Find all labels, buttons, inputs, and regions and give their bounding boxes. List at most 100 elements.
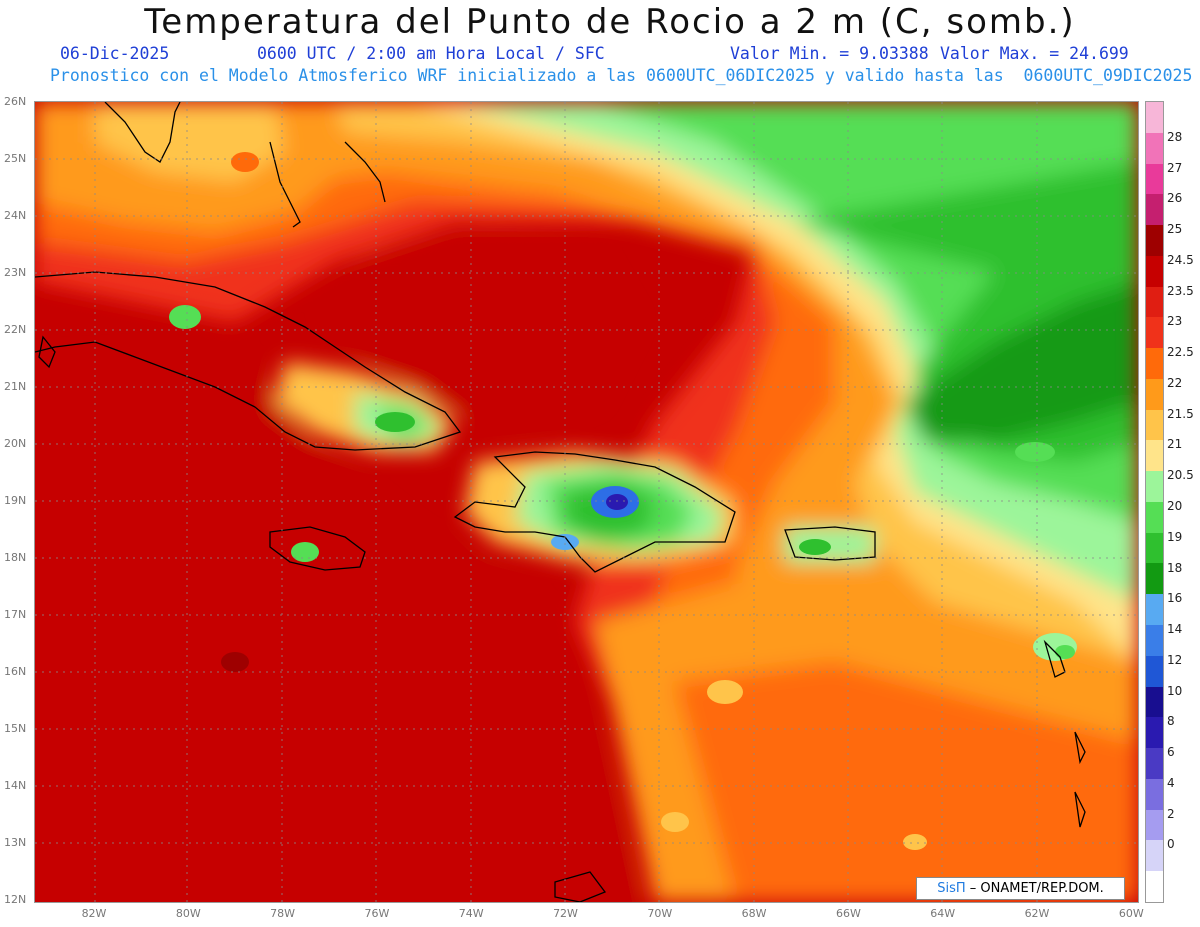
colorbar-segment	[1146, 471, 1163, 502]
colorbar-label: 21.5	[1167, 406, 1194, 421]
isla-juventud-coast	[38, 335, 56, 369]
colorbar-segment	[1146, 286, 1163, 318]
graticule	[35, 102, 1138, 902]
latitude-label: 24N	[4, 209, 27, 222]
latitude-label: 25N	[4, 152, 27, 165]
longitude-label: 68W	[741, 907, 767, 920]
colorbar-segment	[1146, 625, 1163, 656]
model-info: Pronostico con el Modelo Atmosferico WRF…	[50, 66, 1193, 85]
latitude-label: 13N	[4, 836, 27, 849]
dewpoint-field	[35, 102, 1138, 902]
colorbar-label: 16	[1167, 591, 1183, 606]
colorbar-segment	[1146, 717, 1163, 749]
longitude-label: 60W	[1118, 907, 1144, 920]
colorbar-label: 28	[1167, 129, 1183, 144]
colorbar-label: 27	[1167, 160, 1183, 175]
colorbar-segment	[1146, 655, 1163, 687]
colorbar-segment	[1146, 440, 1163, 472]
florida-coast	[104, 102, 181, 163]
colorbar-label: 23.5	[1167, 283, 1194, 298]
martinique-coast	[1074, 731, 1086, 765]
colorbar-segment	[1146, 409, 1163, 441]
credit-brand: SisΠ	[937, 881, 966, 896]
latitude-label: 18N	[4, 551, 27, 564]
colorbar-segment	[1146, 778, 1163, 810]
credit-org: – ONAMET/REP.DOM.	[969, 881, 1104, 896]
colorbar-label: 0	[1167, 837, 1175, 852]
coastlines	[35, 102, 1086, 902]
colorbar-segment	[1146, 532, 1163, 564]
colorbar-segment	[1146, 840, 1163, 872]
colorbar-label: 21	[1167, 437, 1183, 452]
cuba-coast	[35, 271, 462, 451]
field-features	[169, 152, 1077, 850]
colorbar-label: 8	[1167, 714, 1175, 729]
colorbar	[1145, 101, 1164, 903]
colorbar-label: 23	[1167, 314, 1183, 329]
colorbar-label: 4	[1167, 775, 1175, 790]
colorbar-segment	[1146, 501, 1163, 533]
colorbar-segment	[1146, 871, 1163, 902]
colorbar-label: 14	[1167, 622, 1183, 637]
longitude-label: 72W	[553, 907, 578, 920]
colorbar-label: 19	[1167, 529, 1183, 544]
colorbar-segment	[1146, 594, 1163, 626]
colorbar-segment	[1146, 194, 1163, 226]
latitude-label: 22N	[4, 323, 27, 336]
latitude-label: 23N	[4, 266, 27, 279]
colorbar-segment	[1146, 255, 1163, 287]
longitude-label: 64W	[930, 907, 956, 920]
longitude-label: 78W	[270, 907, 296, 920]
colorbar-segment	[1146, 102, 1163, 133]
longitude-label: 82W	[81, 907, 107, 920]
hispaniola-coast	[453, 451, 736, 573]
max-value: Valor Max. = 24.699	[940, 44, 1129, 63]
colorbar-label: 26	[1167, 191, 1183, 206]
longitude-label: 74W	[458, 907, 484, 920]
map-title: Temperatura del Punto de Rocio a 2 m (C,…	[144, 2, 1076, 42]
min-value: Valor Min. = 9.03388	[730, 44, 929, 63]
colorbar-label: 12	[1167, 652, 1183, 667]
colorbar-label: 25	[1167, 222, 1183, 237]
colorbar-segment	[1146, 378, 1163, 410]
latitude-label: 20N	[4, 437, 27, 450]
colorbar-segment	[1146, 563, 1163, 595]
colorbar-label: 20.5	[1167, 468, 1194, 483]
credit-box: SisΠ – ONAMET/REP.DOM.	[916, 877, 1125, 900]
latitude-label: 19N	[4, 494, 27, 507]
colorbar-label: 22	[1167, 375, 1183, 390]
bahamas-coast	[269, 141, 301, 228]
forecast-date: 06-Dic-2025	[60, 44, 170, 63]
jamaica-coast	[269, 526, 366, 571]
colorbar-label: 18	[1167, 560, 1183, 575]
colorbar-label: 24.5	[1167, 252, 1194, 267]
longitude-label: 70W	[647, 907, 673, 920]
dewpoint-map	[34, 101, 1139, 903]
colorbar-label: 22.5	[1167, 345, 1194, 360]
colorbar-segment	[1146, 317, 1163, 349]
colorbar-segment	[1146, 748, 1163, 779]
latitude-label: 26N	[4, 95, 27, 108]
latitude-label: 12N	[4, 893, 27, 906]
latitude-label: 14N	[4, 779, 27, 792]
latitude-label: 21N	[4, 380, 27, 393]
colorbar-label: 10	[1167, 683, 1183, 698]
colorbar-segment	[1146, 809, 1163, 841]
puerto-rico-coast	[784, 526, 876, 561]
forecast-time: 0600 UTC / 2:00 am Hora Local / SFC	[257, 44, 605, 63]
colorbar-segment	[1146, 163, 1163, 195]
longitude-label: 62W	[1024, 907, 1050, 920]
st-lucia-coast	[1074, 791, 1086, 828]
field-layers	[35, 102, 1138, 902]
colorbar-segment	[1146, 225, 1163, 256]
colorbar-segment	[1146, 686, 1163, 718]
latitude-label: 15N	[4, 722, 27, 735]
colorbar-label: 20	[1167, 499, 1183, 513]
longitude-label: 66W	[835, 907, 861, 920]
curacao-coast	[554, 871, 607, 902]
longitude-label: 80W	[175, 907, 201, 920]
colorbar-label: 6	[1167, 745, 1175, 760]
colorbar-segment	[1146, 132, 1163, 164]
latitude-label: 16N	[4, 665, 27, 678]
longitude-label: 76W	[364, 907, 390, 920]
